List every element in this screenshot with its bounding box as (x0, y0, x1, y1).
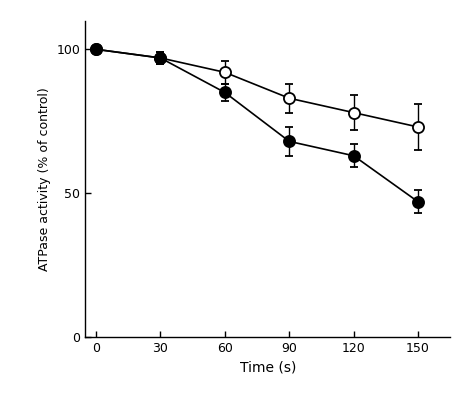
X-axis label: Time (s): Time (s) (240, 360, 296, 374)
Y-axis label: ATPase activity (% of control): ATPase activity (% of control) (38, 87, 51, 271)
